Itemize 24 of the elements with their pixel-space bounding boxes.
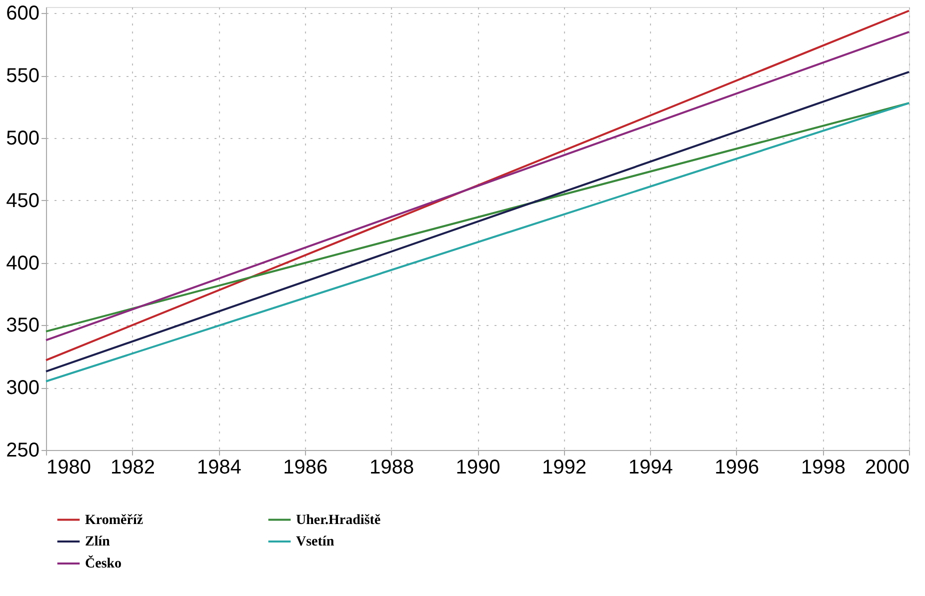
legend-label: Kroměříž (85, 512, 144, 528)
y-tick-label: 350 (6, 314, 40, 337)
y-tick-label: 400 (6, 252, 40, 274)
y-tick-label: 500 (6, 128, 40, 150)
legend-label: Zlín (85, 534, 110, 550)
x-tick-label: 1994 (628, 456, 673, 478)
x-tick-label: 1988 (369, 456, 414, 478)
legend-label: Vsetín (296, 534, 334, 550)
x-tick-label: 1992 (542, 456, 587, 478)
x-tick-label: 1980 (46, 456, 91, 478)
y-tick-label: 250 (6, 440, 40, 462)
y-tick-label: 600 (6, 2, 40, 25)
y-tick-label: 550 (6, 65, 40, 88)
x-tick-label: 1982 (110, 456, 156, 478)
legend-label: Česko (85, 554, 122, 572)
x-tick-label: 2000 (865, 456, 910, 478)
y-tick-label: 450 (6, 190, 40, 212)
legend-label: Uher.Hradiště (296, 512, 381, 528)
x-tick-label: 1996 (714, 456, 760, 478)
x-tick-label: 1986 (283, 456, 328, 478)
x-tick-label: 1990 (456, 456, 500, 478)
y-tick-label: 300 (6, 377, 40, 400)
x-tick-label: 1998 (800, 456, 846, 478)
x-tick-label: 1984 (196, 456, 242, 478)
